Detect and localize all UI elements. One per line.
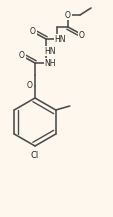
Text: O: O	[27, 82, 33, 90]
Text: O: O	[78, 31, 84, 39]
Text: Cl: Cl	[31, 151, 39, 161]
Text: HN: HN	[54, 35, 65, 43]
Text: NH: NH	[44, 59, 55, 67]
Text: O: O	[19, 51, 25, 59]
Text: O: O	[65, 10, 70, 20]
Text: O: O	[30, 26, 36, 36]
Text: HN: HN	[44, 46, 55, 56]
